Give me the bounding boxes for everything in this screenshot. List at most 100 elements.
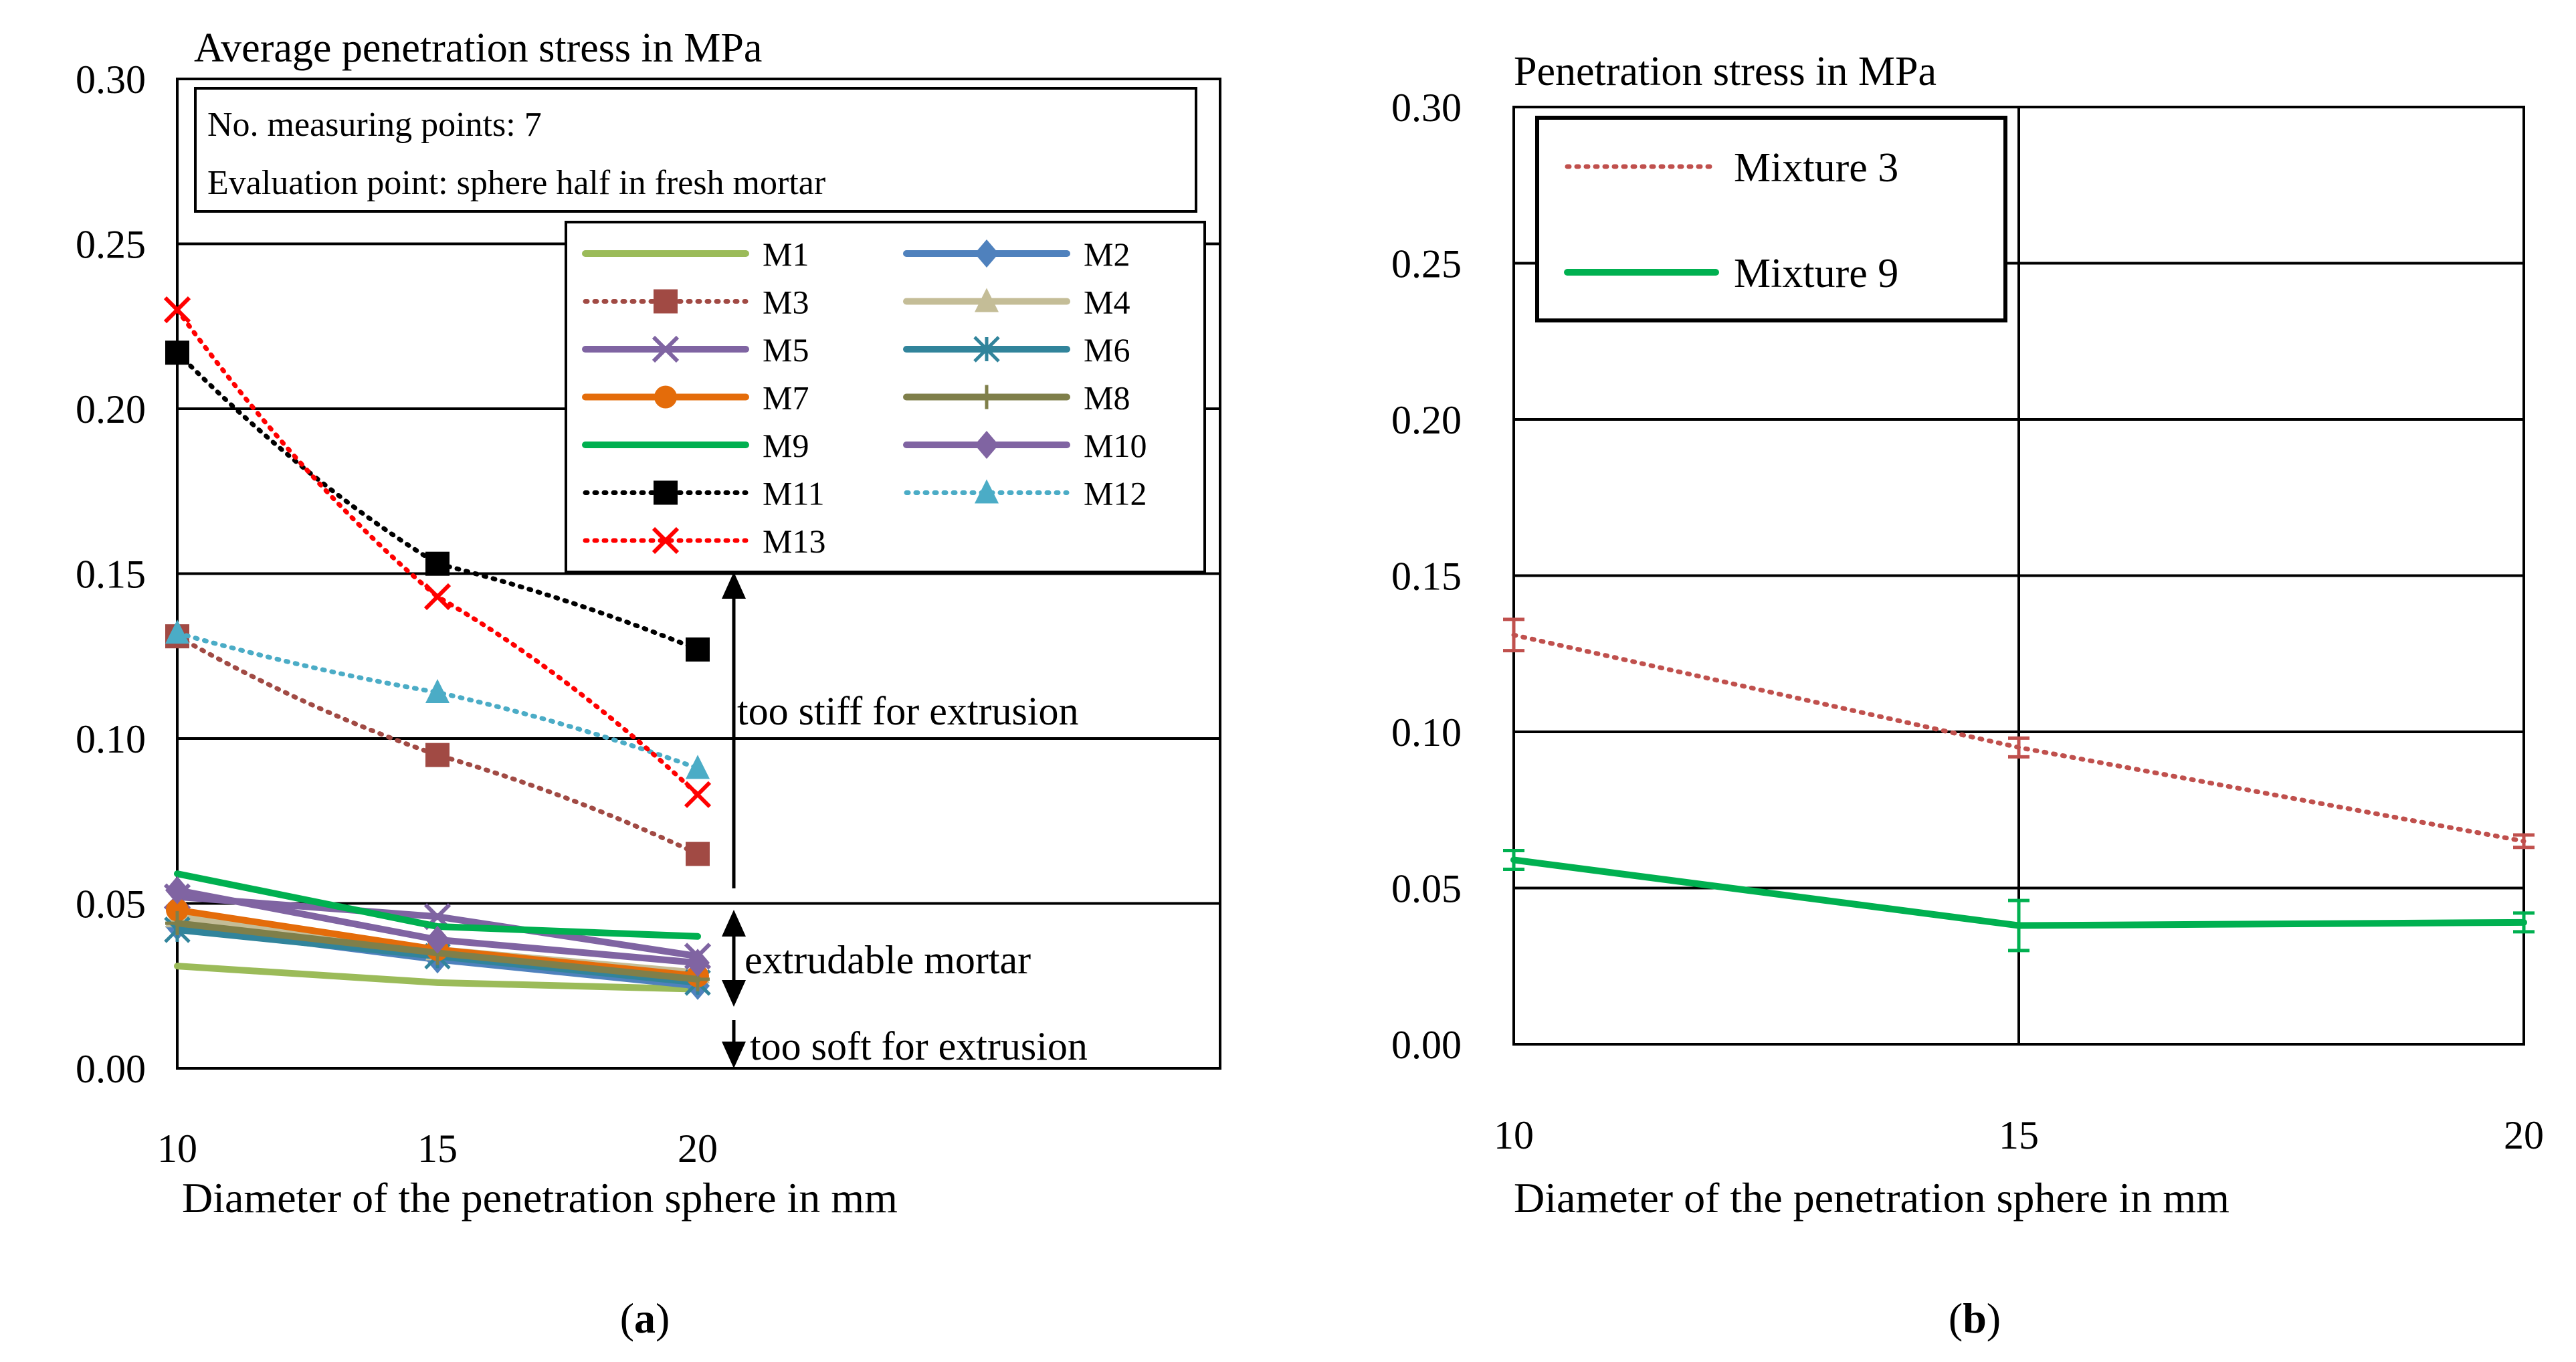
y-ticks-b: 0.00 0.05 0.10 0.15 0.20 0.25 0.30 [1391,86,1462,1067]
x-tick-label-a: 10 [157,1127,197,1171]
legend-a-items: M1 M2 M3 M4 M5 M6 M7 M8 M9 M10 M11 M12 M13 [582,235,1147,560]
y-tick-label-b: 0.30 [1391,86,1462,130]
data-point-m8 [165,911,189,936]
legend-label-m8: M8 [1084,379,1130,417]
legend-marker-m10 [975,431,999,459]
series-m12 [165,619,710,779]
y-tick-label-b: 0.10 [1391,710,1462,755]
series-line-m1 [174,963,701,993]
x-tick-label-b: 10 [1494,1113,1534,1157]
y-tick-label-b: 0.25 [1391,242,1462,286]
info-line-2: Evaluation point: sphere half in fresh m… [207,164,825,202]
error-bar [2513,833,2535,850]
data-point-m13 [423,583,452,611]
data-point-m10 [686,949,710,977]
data-point-m10 [425,925,450,954]
data-point-m3 [425,743,450,767]
x-tick-label-b: 20 [2504,1113,2544,1157]
error-bar [2008,736,2029,759]
data-point-m10 [165,876,189,904]
title-a: Average penetration stress in MPa [194,25,762,71]
legend-label-m5: M5 [763,331,809,369]
legend-label-m13: M13 [763,522,825,560]
series-m1 [174,963,701,993]
annotation-extrudable: extrudable mortar [745,938,1031,982]
legend-marker-m12 [975,479,999,504]
legend-item-m5: M5 [582,331,809,369]
y-tick-label-a: 0.20 [76,387,146,431]
series-a [163,296,712,1000]
legend-label: Mixture 9 [1734,251,1898,296]
y-tick-label-a: 0.30 [76,58,146,102]
series-mixture-9 [1503,848,2535,953]
title-b: Penetration stress in MPa [1514,49,1937,94]
series-m10 [165,876,710,977]
legend-item-m11: M11 [583,475,825,512]
x-axis-label-b: Diameter of the penetration sphere in mm [1514,1174,2230,1222]
panel-label-a: (a) [620,1294,670,1342]
legend-marker-m5 [652,335,680,363]
legend-label: Mixture 3 [1734,145,1898,191]
legend-marker-m11 [654,480,678,505]
x-ticks-b: 10 15 20 [1494,1113,2544,1157]
data-point-m11 [165,340,189,365]
y-tick-label-b: 0.05 [1391,867,1462,911]
legend-item-m1: M1 [582,235,809,273]
error-bar [2008,898,2029,953]
series-line-m12 [175,630,700,771]
legend-item-m3: M3 [583,284,809,321]
y-tick-label-a: 0.15 [76,553,146,597]
x-tick-label-a: 15 [417,1127,458,1171]
y-tick-label-a: 0.00 [76,1047,146,1091]
legend-marker-m4 [975,288,999,312]
data-point-m13 [163,296,191,324]
data-point-m13 [684,781,712,808]
panel-a: 0.00 0.05 0.10 0.15 0.20 0.25 0.30 10 15 20 Aver… [76,25,1221,1342]
legend-label-m7: M7 [763,379,809,417]
data-point-m3 [686,842,710,866]
panel-label-b: (b) [1949,1294,2001,1342]
legend-label-m2: M2 [1084,235,1130,273]
error-bar [1503,617,1524,653]
legend-label-m6: M6 [1084,331,1130,369]
series-mixture-3 [1503,617,2535,850]
y-tick-label-b: 0.20 [1391,398,1462,442]
legend-item-mixture-9: Mixture 9 [1564,251,1898,296]
series-line-m3 [175,634,700,857]
legend-item-m13: M13 [583,522,825,560]
legend-label-m10: M10 [1084,427,1147,464]
legend-label-m1: M1 [763,235,809,273]
legend-marker-m2 [975,239,999,268]
legend-b-items: Mixture 3 Mixture 9 [1564,145,1898,296]
soft-arrowhead [722,1042,746,1068]
legend-label-m11: M11 [763,475,825,512]
x-tick-label-a: 20 [678,1127,718,1171]
series-b [1503,617,2535,953]
legend-item-m7: M7 [582,379,809,417]
info-line-1: No. measuring points: 7 [207,106,542,144]
x-tick-label-b: 15 [1999,1113,2039,1157]
data-point-m12 [165,619,189,644]
stiff-arrowhead [722,572,746,599]
error-bar [1503,848,1524,871]
legend-item-m6: M6 [903,331,1130,369]
panel-b: 0.00 0.05 0.10 0.15 0.20 0.25 0.30 10 15 20 Pene… [1391,49,2544,1342]
legend-item-m8: M8 [903,379,1130,417]
x-ticks-a: 10 15 20 [157,1127,718,1171]
annotation-soft: too soft for extrusion [750,1024,1088,1068]
y-tick-label-b: 0.00 [1391,1023,1462,1067]
legend-label-m9: M9 [763,427,809,464]
y-tick-label-a: 0.10 [76,717,146,761]
x-axis-label-a: Diameter of the penetration sphere in mm [182,1174,898,1222]
legend-item-m9: M9 [582,427,809,464]
series-m11 [165,340,710,662]
legend-item-mixture-3: Mixture 3 [1565,145,1898,191]
data-point-m11 [686,637,710,662]
legend-marker-m3 [654,289,678,314]
legend-marker-m13 [652,526,680,555]
y-tick-label-a: 0.05 [76,882,146,927]
extrudable-arrowhead-up [722,910,746,937]
annotation-stiff: too stiff for extrusion [737,689,1079,733]
data-point-m12 [425,678,450,703]
